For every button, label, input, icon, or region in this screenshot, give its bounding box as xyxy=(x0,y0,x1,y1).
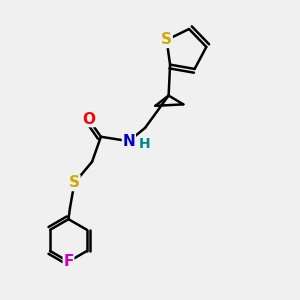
Text: S: S xyxy=(161,32,172,47)
Text: H: H xyxy=(138,136,150,151)
Text: N: N xyxy=(122,134,135,149)
Text: S: S xyxy=(69,176,80,190)
Text: O: O xyxy=(82,112,95,127)
Text: F: F xyxy=(63,254,74,269)
